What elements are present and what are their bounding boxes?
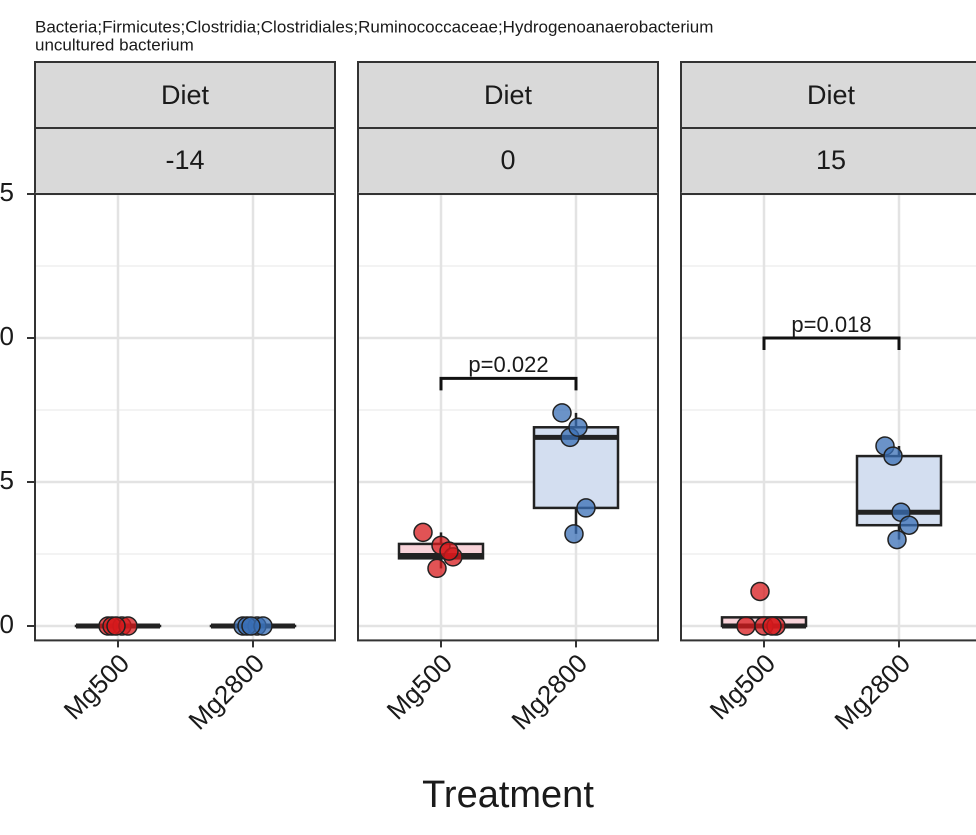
x-tick-label: Mg500: [704, 648, 781, 725]
y-tick-label: 10: [0, 321, 14, 351]
x-tick-label: Mg2800: [828, 648, 916, 736]
x-tick-label: Mg2800: [182, 648, 270, 736]
strip-label: 15: [816, 145, 846, 175]
x-tick-label: Mg500: [381, 648, 458, 725]
chart-title: Bacteria;Firmicutes;Clostridia;Clostridi…: [35, 17, 713, 36]
data-point: [106, 616, 126, 636]
strip: [34, 127, 336, 195]
strip: [680, 127, 976, 195]
p-value-label: p=0.022: [468, 352, 548, 377]
y-tick-label: 5: [0, 465, 14, 495]
x-tick-label: Mg2800: [505, 648, 593, 736]
data-point: [762, 616, 782, 636]
data-point: [241, 616, 261, 636]
y-tick-label: 0: [0, 609, 14, 639]
data-point: [552, 403, 572, 423]
data-point: [427, 558, 447, 579]
x-axis-label: Treatment: [422, 774, 594, 816]
strip-label: -14: [165, 145, 204, 175]
data-point: [564, 524, 584, 544]
data-point: [883, 446, 903, 466]
y-tick-label: 15: [0, 177, 14, 207]
panel-border: [357, 193, 659, 642]
data-point: [413, 522, 433, 543]
panel-border: [680, 193, 976, 642]
significance-bracket: [439, 376, 578, 391]
data-point: [576, 498, 596, 518]
data-point: [439, 541, 459, 561]
strip-label: 0: [500, 145, 515, 175]
data-point: [750, 581, 770, 602]
p-value-label: p=0.018: [791, 312, 871, 337]
data-point: [899, 515, 919, 535]
data-point: [887, 529, 907, 550]
panel-border: [34, 193, 336, 642]
data-point: [568, 417, 588, 438]
strip-label: Diet: [807, 80, 856, 110]
x-tick-label: Mg500: [58, 648, 135, 725]
strip-label: Diet: [484, 80, 533, 110]
strip-label: Diet: [161, 80, 210, 110]
strip: [34, 61, 336, 129]
strip: [357, 61, 659, 129]
data-point: [736, 616, 756, 636]
chart-subtitle: uncultured bacterium: [35, 35, 194, 54]
significance-bracket: [762, 336, 901, 350]
